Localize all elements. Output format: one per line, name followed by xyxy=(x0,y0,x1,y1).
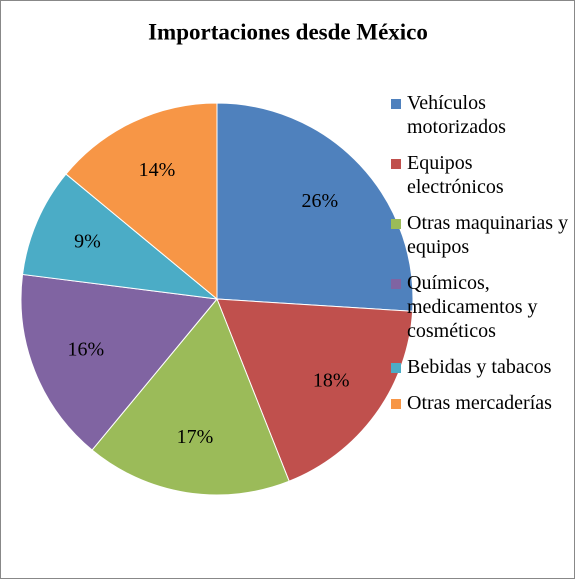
pie-slice xyxy=(65,102,218,301)
chart-title: Importaciones desde México xyxy=(148,19,428,44)
pie-slice xyxy=(91,298,290,496)
data-label: 9% xyxy=(74,231,101,253)
legend-entry: Químicos, medicamentos y cosméticos xyxy=(391,271,571,343)
legend-swatch xyxy=(391,363,401,373)
data-label: 18% xyxy=(313,370,350,392)
data-label: 17% xyxy=(177,426,214,448)
legend-label: Bebidas y tabacos xyxy=(407,356,552,378)
legend-swatch xyxy=(391,219,401,229)
legend-label: Otras mercaderías xyxy=(407,392,552,414)
legend-label: Equipos electrónicos xyxy=(407,152,504,198)
data-label: 16% xyxy=(67,339,104,361)
legend: Vehículos motorizados Equipos electrónico… xyxy=(391,91,571,415)
legend-entry: Otras mercaderías xyxy=(391,391,571,415)
legend-swatch xyxy=(391,399,401,409)
pie-slice xyxy=(21,173,219,300)
legend-entry: Bebidas y tabacos xyxy=(391,355,571,379)
pie-slice xyxy=(20,273,218,451)
legend-entry: Equipos electrónicos xyxy=(391,151,571,199)
legend-swatch xyxy=(391,159,401,169)
legend-entry: Vehículos motorizados xyxy=(391,91,571,139)
legend-label: Otras maquinarias y equipos xyxy=(407,212,569,258)
data-label: 26% xyxy=(302,190,339,212)
pie-slice xyxy=(216,102,414,312)
data-label: 14% xyxy=(139,159,176,181)
legend-swatch xyxy=(391,279,401,289)
legend-swatch xyxy=(391,99,401,109)
legend-entry: Otras maquinarias y equipos xyxy=(391,211,571,259)
pie-slice xyxy=(216,298,414,482)
legend-label: Químicos, medicamentos y cosméticos xyxy=(407,272,538,342)
legend-label: Vehículos motorizados xyxy=(407,92,506,138)
